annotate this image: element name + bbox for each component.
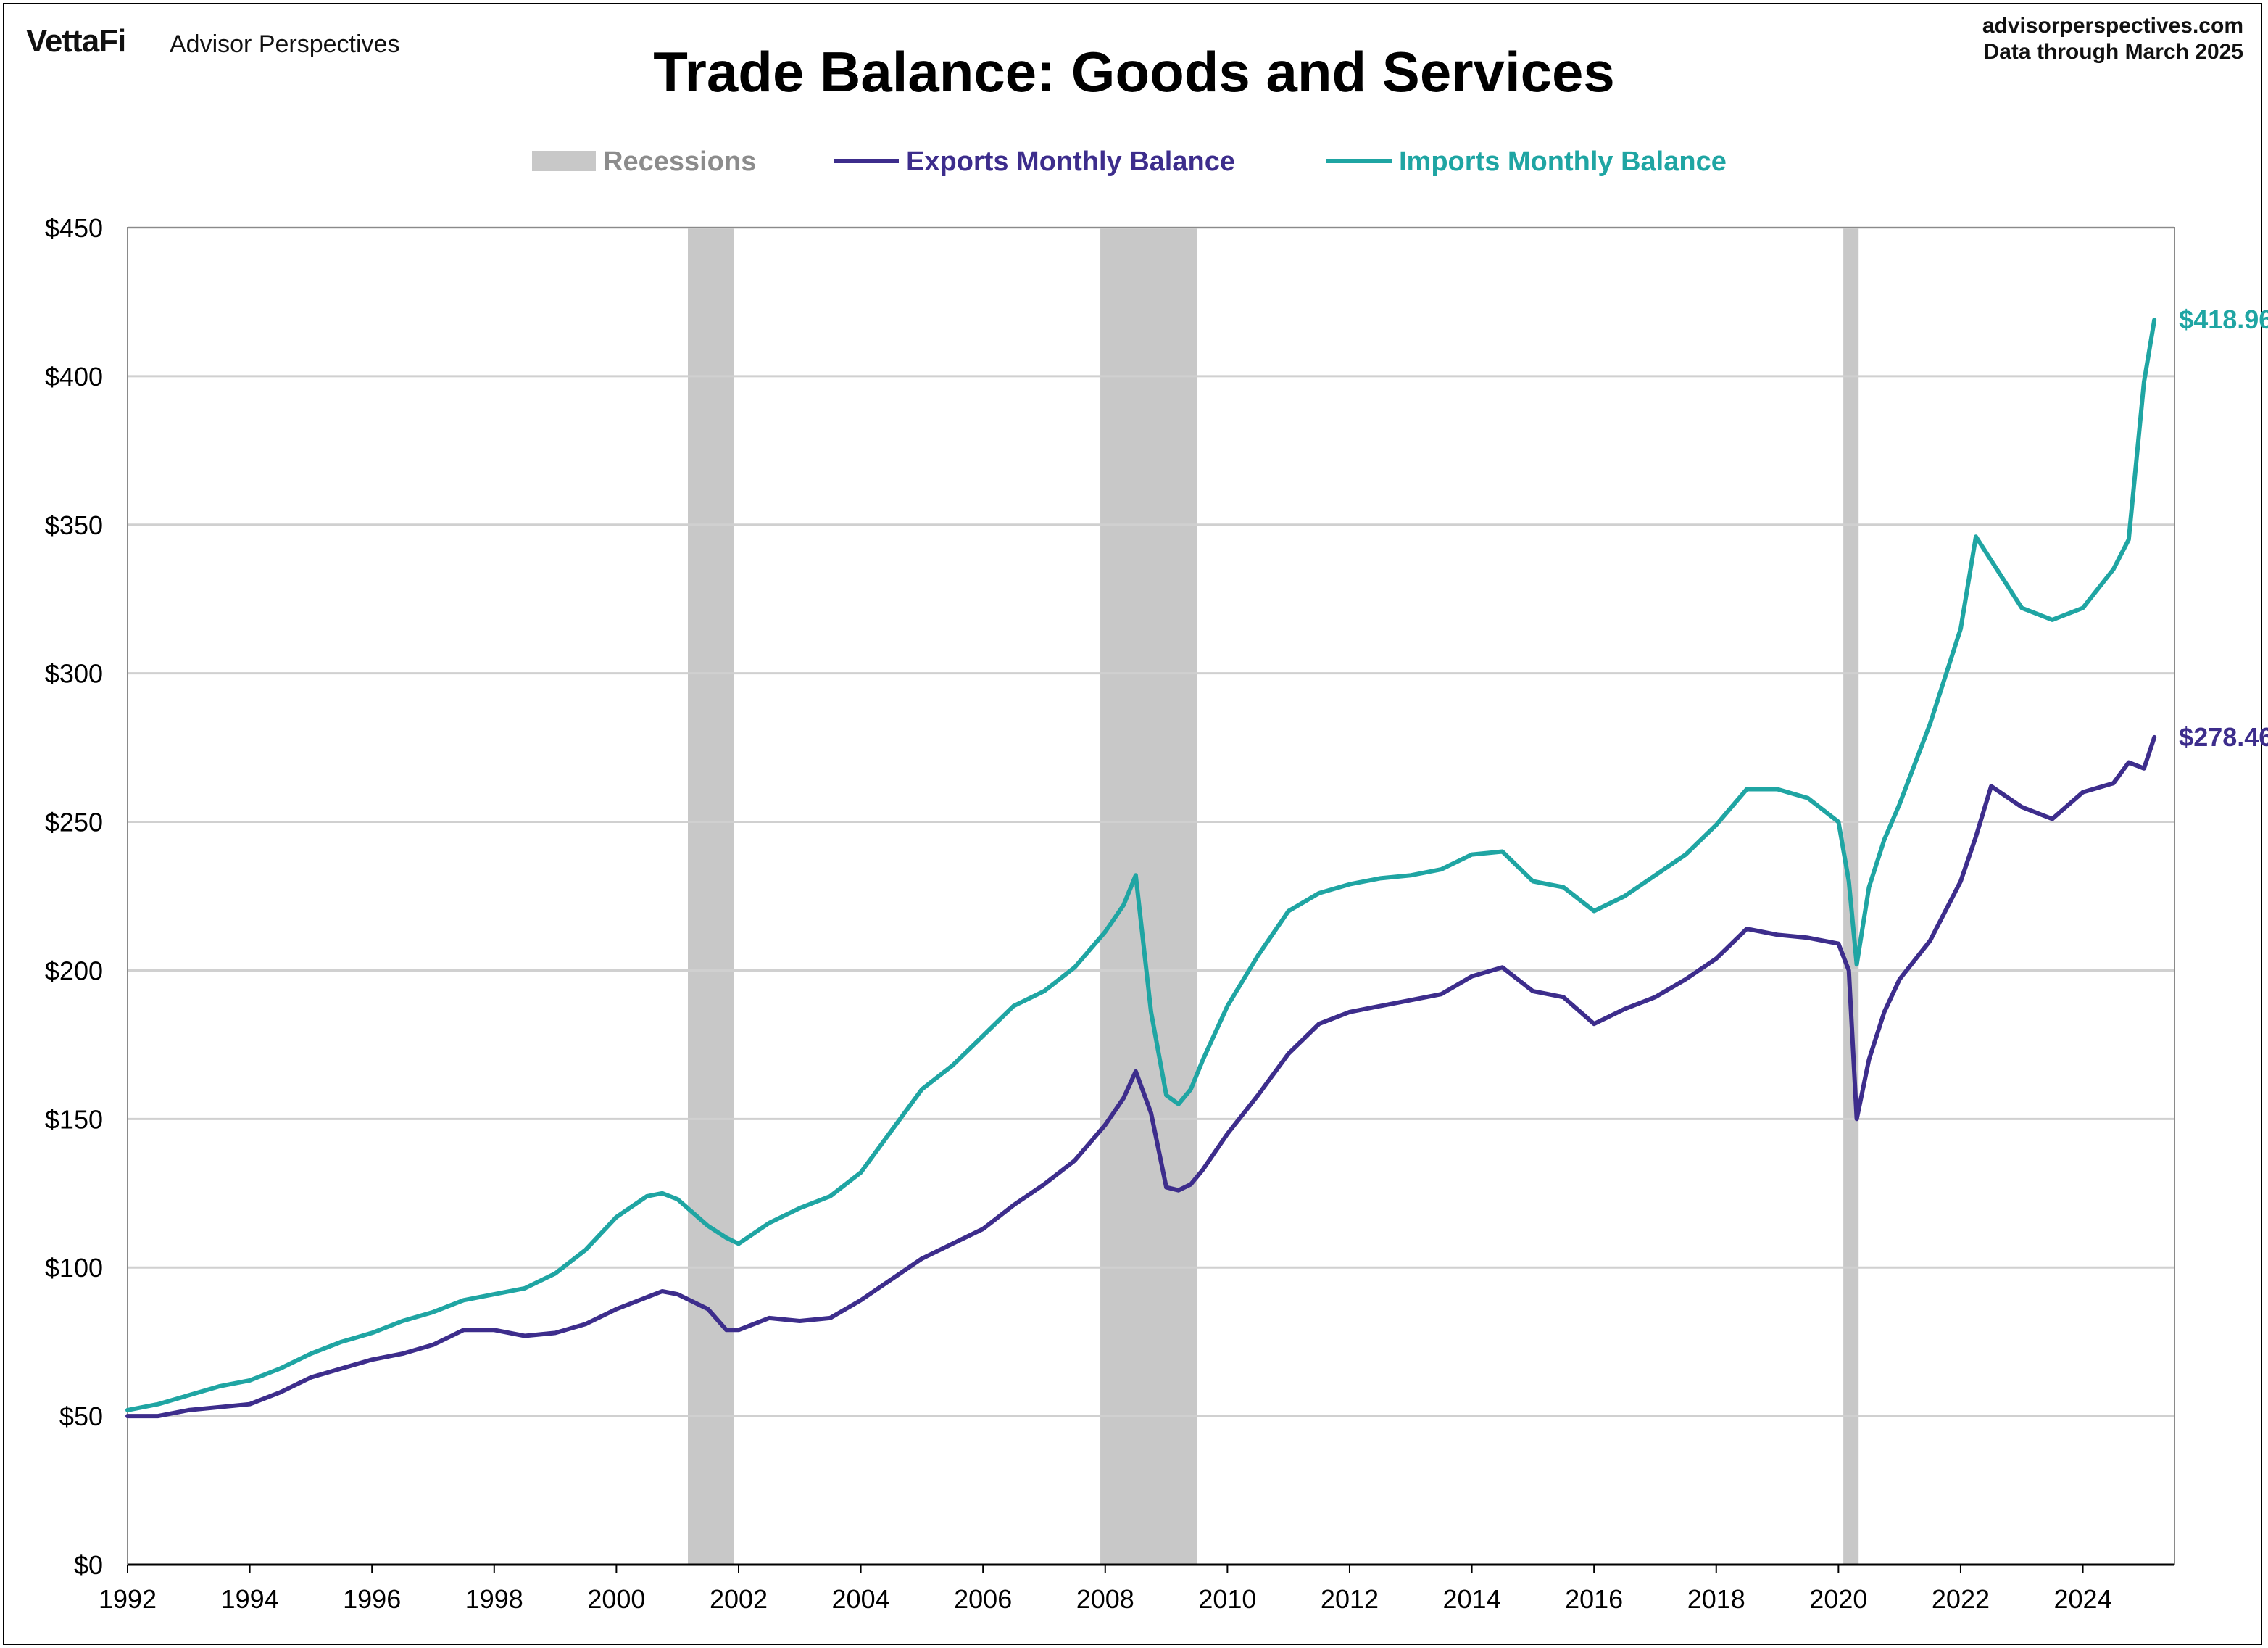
imports-line <box>125 318 2157 1412</box>
x-tick-label: 1994 <box>221 1584 279 1614</box>
legend-imports-label: Imports Monthly Balance <box>1399 146 1727 177</box>
source-block: advisorperspectives.com Data through Mar… <box>1982 13 2243 65</box>
x-tick-label: 1998 <box>465 1584 523 1614</box>
y-tick-label: $250 <box>45 808 103 837</box>
x-tick-label: 2010 <box>1198 1584 1256 1614</box>
x-tick-label: 2016 <box>1565 1584 1623 1614</box>
chart-title: Trade Balance: Goods and Services <box>653 40 1615 104</box>
legend-recessions-label: Recessions <box>603 146 756 177</box>
x-tick-label: 2004 <box>832 1584 890 1614</box>
x-tick-label: 2014 <box>1443 1584 1501 1614</box>
x-tick-label: 2020 <box>1809 1584 1867 1614</box>
y-tick-label: $350 <box>45 510 103 540</box>
x-tick-label: 2008 <box>1076 1584 1134 1614</box>
x-tick-label: 2002 <box>710 1584 768 1614</box>
x-tick-label: 2024 <box>2054 1584 2112 1614</box>
x-tick-label: 2006 <box>954 1584 1012 1614</box>
x-tick-label: 2012 <box>1321 1584 1379 1614</box>
y-tick-label: $150 <box>45 1104 103 1134</box>
x-tick-label: 1996 <box>343 1584 401 1614</box>
exports-line-end-label: $278.46 <box>2179 722 2268 752</box>
vettafi-logo: VettaFi <box>26 23 126 59</box>
y-tick-label: $100 <box>45 1253 103 1283</box>
x-tick-label: 2000 <box>587 1584 645 1614</box>
x-tick-label: 1992 <box>99 1584 157 1614</box>
chart-frame <box>3 3 2262 1645</box>
y-tick-label: $200 <box>45 956 103 985</box>
data-through-note: Data through March 2025 <box>1983 40 2243 64</box>
recession-band-0 <box>688 228 734 1565</box>
y-tick-label: $450 <box>45 213 103 243</box>
legend-recession-swatch <box>532 151 596 171</box>
y-tick-label: $300 <box>45 659 103 689</box>
source-url: advisorperspectives.com <box>1982 14 2243 38</box>
recession-band-1 <box>1100 228 1197 1565</box>
brand-name: Advisor Perspectives <box>170 30 400 58</box>
exports-line <box>125 734 2157 1419</box>
y-tick-label: $400 <box>45 362 103 392</box>
x-tick-label: 2022 <box>1932 1584 1990 1614</box>
imports-line-end-label: $418.96 <box>2179 305 2268 334</box>
x-tick-label: 2018 <box>1687 1584 1745 1614</box>
y-tick-label: $0 <box>74 1550 103 1580</box>
legend-exports-label: Exports Monthly Balance <box>906 146 1235 177</box>
y-tick-label: $50 <box>59 1401 103 1431</box>
